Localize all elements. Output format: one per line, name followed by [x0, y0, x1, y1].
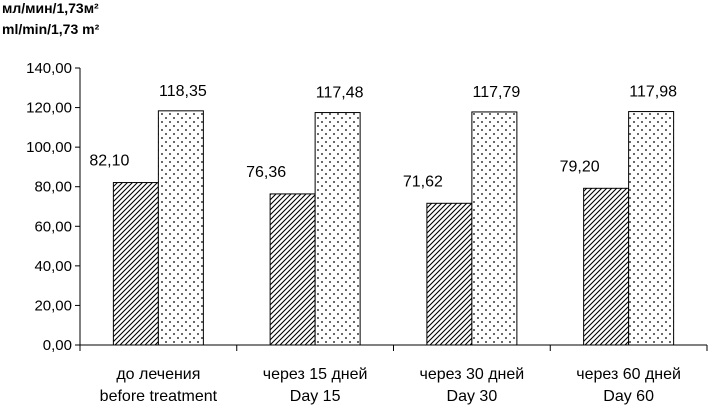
x-category-label: через 60 дней: [576, 366, 681, 383]
x-category-label: Day 30: [447, 388, 498, 405]
y-tick-label: 100,00: [26, 139, 72, 156]
y-tick-label: 60,00: [34, 218, 72, 235]
y-axis-unit-label-en: ml/min/1,73 m²: [2, 21, 100, 37]
y-tick-label: 40,00: [34, 258, 72, 275]
data-label-series-1-cat-4: 79,20: [560, 158, 600, 175]
data-label-series-2-cat-4: 117,98: [629, 84, 677, 101]
y-tick-label: 0,00: [43, 337, 72, 354]
x-category-label: Day 15: [290, 388, 341, 405]
y-axis-unit-label-ru: мл/мин/1,73м²: [2, 0, 99, 16]
x-category-label: Day 60: [603, 388, 654, 405]
bar-series-2-cat-2: [314, 112, 361, 346]
bar-series-1-cat-2: [269, 193, 316, 346]
bar-series-2-cat-3: [471, 111, 518, 346]
x-category-label: before treatment: [100, 388, 218, 405]
y-tick-label: 120,00: [26, 100, 72, 117]
data-label-series-2-cat-3: 117,79: [473, 84, 521, 101]
y-tick-label: 140,00: [26, 60, 72, 77]
x-category-label: через 30 дней: [420, 366, 525, 383]
x-category-label: до лечения: [116, 366, 200, 383]
x-category-label: через 15 дней: [263, 366, 368, 383]
y-tick-label: 20,00: [34, 297, 72, 314]
bar-series-2-cat-1: [157, 110, 204, 346]
data-label-series-1-cat-3: 71,62: [403, 173, 443, 190]
bar-series-1-cat-1: [112, 182, 159, 346]
data-label-series-1-cat-2: 76,36: [246, 164, 286, 181]
data-label-series-2-cat-2: 117,48: [316, 85, 364, 102]
bar-series-1-cat-4: [583, 187, 630, 346]
bar-series-2-cat-4: [628, 111, 675, 346]
bar-series-1-cat-3: [426, 202, 473, 346]
y-tick-label: 80,00: [34, 179, 72, 196]
data-label-series-1-cat-1: 82,10: [89, 153, 129, 170]
data-label-series-2-cat-1: 118,35: [159, 83, 207, 100]
